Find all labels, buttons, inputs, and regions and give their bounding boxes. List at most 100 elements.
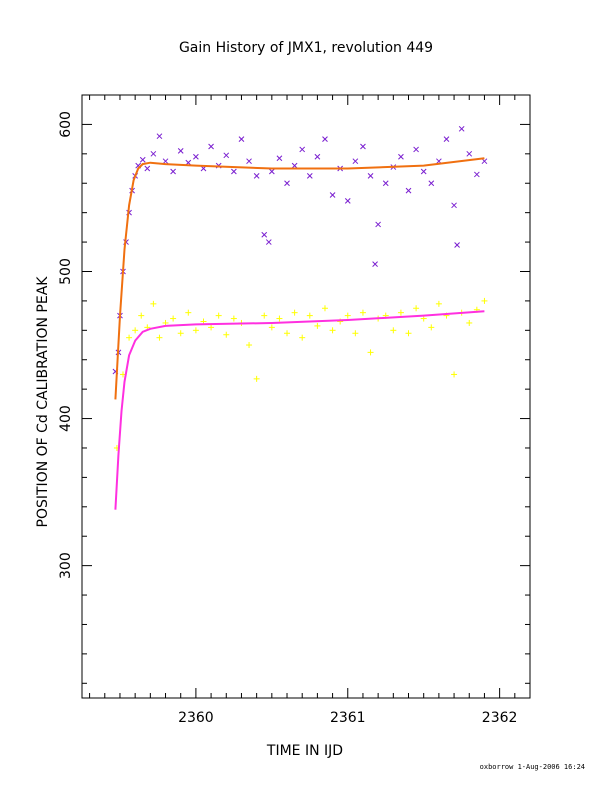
x-axis-label: TIME IN IJD (266, 743, 343, 759)
data-point (481, 158, 488, 165)
data-point (352, 330, 359, 337)
data-point (261, 231, 268, 238)
data-point (177, 330, 184, 337)
data-point (321, 305, 328, 312)
data-point (150, 300, 157, 307)
data-point (265, 239, 272, 245)
data-point (466, 150, 473, 157)
data-point (162, 158, 169, 165)
data-point (231, 168, 237, 175)
x-tick-label: 2362 (482, 710, 518, 726)
data-point (344, 198, 351, 204)
y-axis-ticks: 300 400 500 600 (58, 111, 530, 684)
data-point (150, 150, 157, 157)
data-point (276, 155, 283, 162)
data-point (329, 192, 336, 198)
data-point (375, 221, 381, 228)
data-point (126, 334, 133, 341)
data-point (382, 180, 389, 187)
data-point (473, 171, 480, 178)
data-point (329, 327, 336, 334)
plot-frame (81, 94, 531, 699)
data-point (132, 327, 139, 334)
data-point (139, 156, 146, 163)
data-point (397, 309, 404, 316)
y-tick-label: 400 (58, 405, 74, 432)
data-point (352, 158, 359, 165)
data-point (372, 261, 378, 267)
data-point (284, 330, 291, 337)
fit-curve-3 (114, 310, 485, 510)
x-tick-label: 2360 (178, 710, 214, 726)
data-point (208, 143, 214, 150)
data-point (156, 133, 163, 140)
data-point (192, 327, 199, 334)
data-point (454, 242, 460, 248)
data-point (170, 315, 177, 322)
data-point (306, 173, 313, 179)
data-point (144, 165, 151, 172)
x-tick-label: 2361 (330, 710, 366, 726)
data-point (261, 312, 268, 319)
data-point (413, 146, 419, 153)
data-point (291, 162, 298, 169)
data-point (405, 187, 412, 194)
data-point (246, 158, 252, 165)
data-point (420, 168, 427, 175)
data-point (138, 312, 145, 319)
data-point (238, 136, 245, 142)
data-point (451, 202, 457, 209)
data-point (458, 125, 465, 132)
data-point (276, 315, 283, 322)
data-point (223, 331, 230, 338)
data-point (299, 334, 306, 341)
data-point (360, 143, 366, 150)
fit-curve-1 (114, 157, 485, 400)
data-point (451, 371, 458, 378)
data-point (359, 309, 366, 316)
series-layer (112, 125, 488, 510)
data-point (405, 330, 412, 337)
x-axis-ticks: 2360 2361 2362 (89, 95, 518, 726)
data-point (344, 312, 351, 319)
data-point (177, 148, 184, 154)
y-tick-label: 600 (58, 111, 74, 138)
data-point (428, 180, 435, 187)
data-point (170, 168, 176, 175)
data-point (390, 327, 397, 334)
data-point (253, 375, 260, 382)
y-tick-label: 500 (58, 258, 74, 285)
data-point (322, 136, 328, 142)
data-point (291, 309, 298, 316)
data-point (223, 152, 230, 159)
data-point (398, 153, 404, 160)
data-point (413, 305, 420, 312)
data-point (314, 322, 321, 329)
data-point (314, 153, 321, 160)
y-tick-label: 300 (58, 552, 74, 579)
data-point (253, 173, 260, 179)
data-point (208, 324, 215, 331)
data-point (268, 168, 275, 175)
data-point (435, 300, 442, 307)
y-axis-label: POSITION OF Cd CALIBRATION PEAK (35, 276, 51, 528)
data-point (481, 297, 488, 304)
data-point (367, 173, 374, 179)
data-point (193, 153, 199, 160)
data-point (156, 334, 163, 341)
data-point (367, 349, 374, 356)
data-point (268, 324, 275, 331)
data-point (428, 324, 435, 331)
chart-title: Gain History of JMX1, revolution 449 (179, 40, 433, 56)
data-point (230, 315, 237, 322)
footer-credit: oxborrow 1-Aug-2006 16:24 (480, 763, 585, 771)
data-point (466, 319, 473, 326)
data-point (185, 309, 192, 316)
data-point (284, 180, 290, 187)
data-point (299, 146, 306, 153)
data-point (443, 136, 450, 142)
data-point (215, 312, 222, 319)
data-point (306, 312, 313, 319)
data-point (246, 342, 253, 349)
